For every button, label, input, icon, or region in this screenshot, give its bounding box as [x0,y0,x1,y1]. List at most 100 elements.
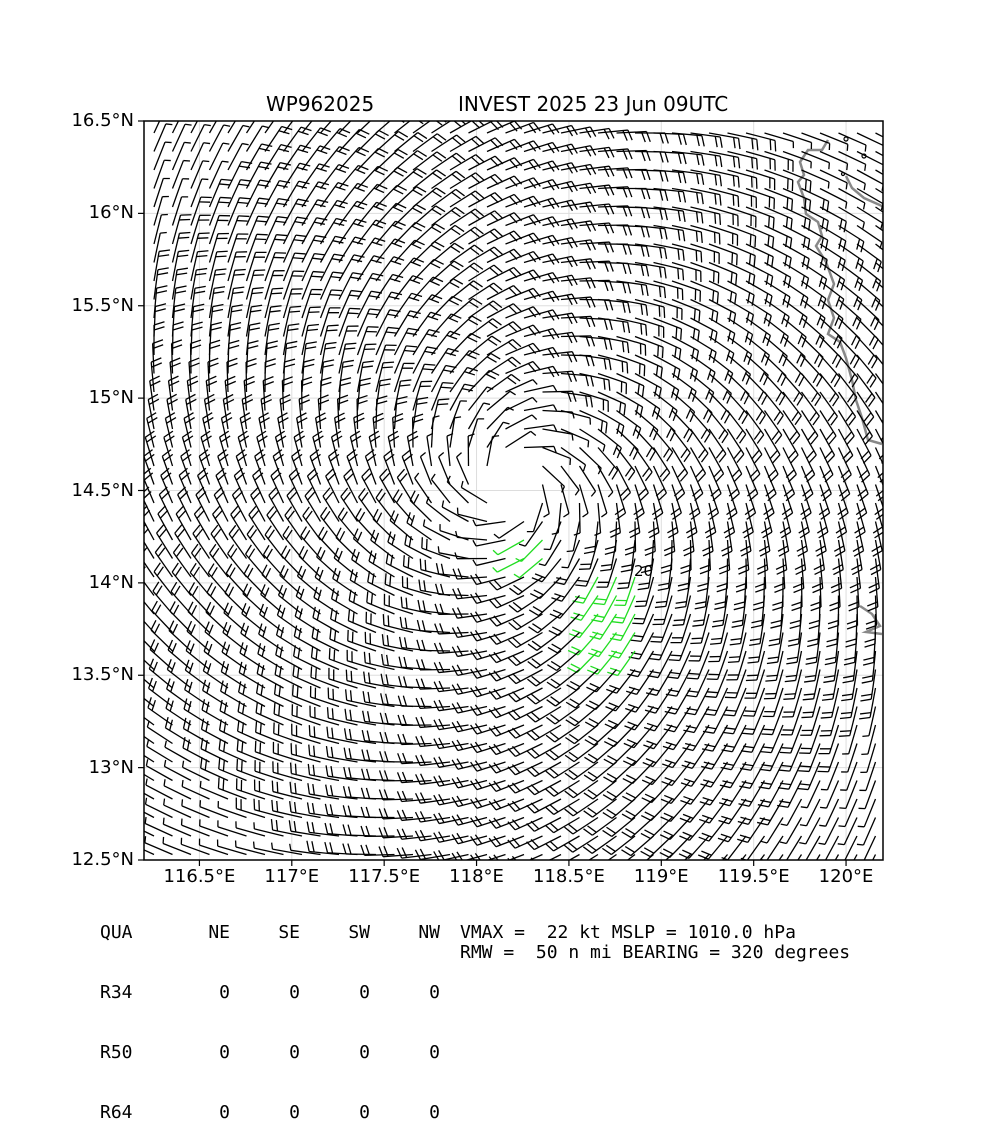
wind-barb [452,646,487,657]
wind-barb [247,526,265,559]
wind-barb [585,725,617,745]
wind-barb [469,301,502,318]
wind-barb [267,506,284,540]
wind-barb [524,425,557,431]
wind-barb [621,836,653,856]
wind-barb [165,741,191,762]
wind-barb [691,244,720,264]
wind-barb [783,670,801,700]
wind-barb [551,577,579,601]
wind-barb [265,359,276,392]
wind-barb [229,525,246,558]
wind-barb [362,769,395,781]
wind-barb [617,207,650,218]
wind-barb [876,170,902,191]
wind-barb [407,512,432,540]
wind-barb [524,254,559,265]
wind-barb [672,429,690,462]
wind-barb [402,450,413,485]
wind-barb [527,725,561,740]
wind-barb [265,526,283,559]
wind-barb [763,688,783,716]
wind-barb [247,126,269,152]
wind-barb [669,633,691,661]
wind-barb [136,563,154,596]
table-cell: 0 [370,983,440,1003]
wind-barb [543,466,565,492]
wind-barb [781,799,802,825]
wind-barb [876,152,902,173]
wind-barb [546,799,580,814]
wind-barb [274,703,302,725]
wind-barb [839,707,857,737]
wind-barb [702,522,713,556]
wind-barb [547,670,580,689]
wind-barb [802,374,821,406]
wind-barb [672,300,700,322]
wind-barb [457,453,469,485]
wind-barb [807,614,820,646]
wind-barb [297,413,308,448]
wind-barb [543,371,577,382]
wind-barb [299,395,310,429]
wind-barb [818,836,839,862]
wind-barb [876,337,896,369]
wind-barb [328,688,357,707]
wind-barb [127,797,154,817]
wind-barb [765,411,782,444]
wind-barb [381,693,413,706]
wind-barb [228,252,247,281]
wind-barb [413,277,443,299]
wind-barb [709,170,739,188]
table-row: R64 0 0 0 0 [100,1103,440,1123]
wind-barb [820,411,836,445]
wind-barb [603,818,635,837]
wind-barb [529,596,561,616]
wind-barb [147,740,173,762]
wind-barb [453,588,487,599]
wind-barb [321,377,332,410]
wind-barb [210,125,231,151]
wind-barb [223,394,234,429]
wind-barb [528,633,561,651]
wind-barb [380,732,413,743]
wind-barb [259,413,270,448]
wind-barb [284,289,303,318]
wind-barb [561,146,596,157]
wind-barb [228,545,247,577]
wind-barb [336,528,357,559]
wind-barb-map: 20 [0,0,1000,1000]
wind-barb [527,503,543,532]
wind-barb [265,271,285,300]
wind-barb [393,490,413,522]
wind-barb [384,450,395,485]
wind-barb [795,540,806,574]
wind-barb [413,224,445,244]
wind-barb [254,799,283,818]
wind-barb [728,189,757,209]
wind-barb [284,271,305,299]
wind-barb [173,322,184,355]
wind-barb [831,559,842,593]
wind-barb [473,559,506,566]
table-header-cell: NW [370,923,440,943]
wind-barb [210,251,228,281]
wind-barb [543,275,578,286]
wind-barb [434,681,468,692]
wind-barb [325,804,357,818]
wind-barb [780,818,801,844]
wind-barb [524,180,559,190]
wind-barb [839,207,865,229]
wind-barb [302,290,322,318]
wind-barb [432,416,440,448]
wind-barb [453,568,487,579]
wind-barb [325,823,357,836]
wind-barb [450,136,484,151]
wind-barb [231,506,247,540]
wind-barb [746,392,765,424]
wind-barb [876,318,897,349]
wind-barb [154,250,170,281]
wind-barb [687,651,709,679]
wind-barb [321,183,349,207]
wind-barb [228,269,246,299]
